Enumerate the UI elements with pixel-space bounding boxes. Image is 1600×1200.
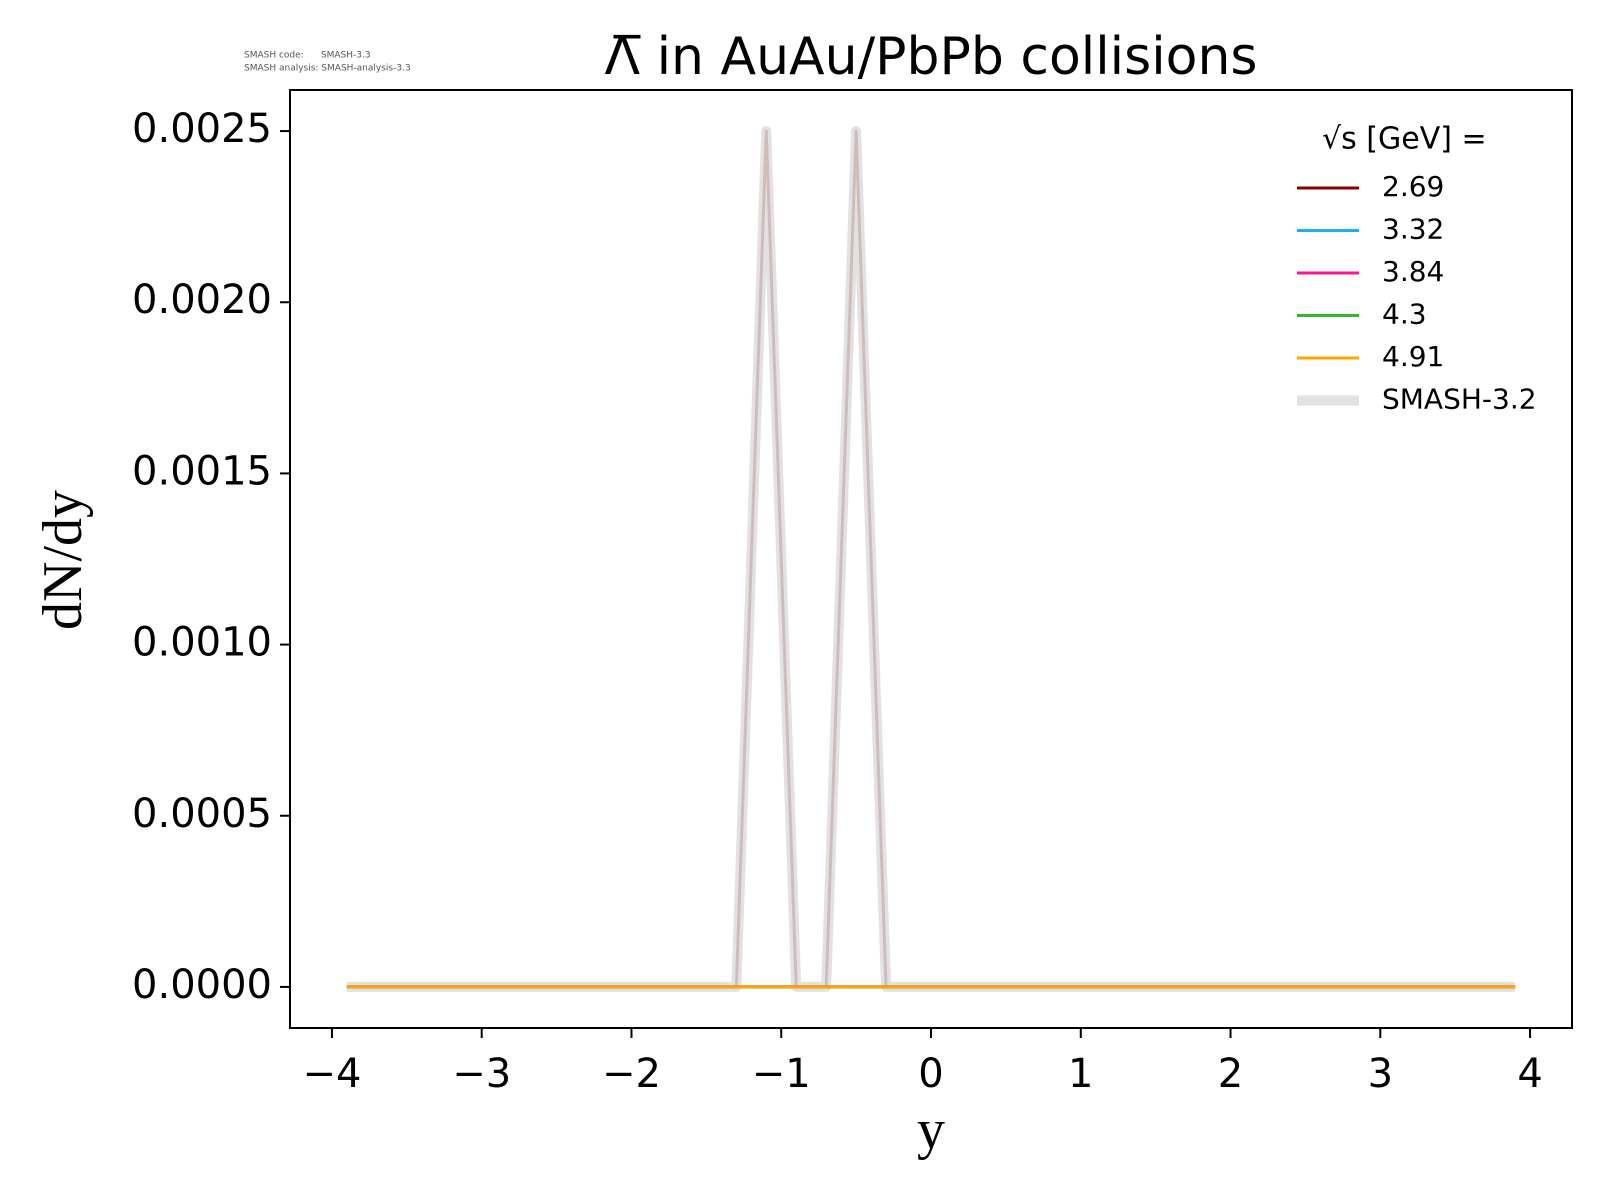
y-tick-label: 0.0010 (132, 620, 272, 666)
y-tick-label: 0.0025 (132, 106, 272, 152)
y-tick-label: 0.0005 (132, 791, 272, 837)
x-tick-label: −4 (302, 1051, 361, 1097)
legend-label: SMASH-3.2 (1382, 383, 1537, 416)
legend-label: 4.91 (1382, 340, 1444, 373)
legend-label: 3.84 (1382, 255, 1444, 288)
x-tick-label: −2 (602, 1051, 661, 1097)
x-tick-label: 3 (1368, 1051, 1393, 1097)
x-tick-label: −3 (452, 1051, 511, 1097)
legend-title: √s [GeV] = (1322, 122, 1487, 157)
series-line (346, 126, 1516, 992)
legend-label: 2.69 (1382, 170, 1444, 203)
annotation: SMASH analysis: SMASH-analysis-3.3 (244, 64, 411, 74)
y-tick-label: 0.0000 (132, 962, 272, 1008)
x-tick-label: 0 (918, 1051, 943, 1097)
x-tick-label: 1 (1068, 1051, 1093, 1097)
x-tick-label: −1 (752, 1051, 811, 1097)
y-tick-label: 0.0020 (132, 277, 272, 323)
x-tick-label: 4 (1517, 1051, 1542, 1097)
plot-frame (289, 89, 1573, 1029)
annotation: SMASH code: SMASH-3.3 (244, 51, 371, 61)
series-line (346, 129, 1516, 989)
legend-label: 3.32 (1382, 213, 1444, 246)
x-tick-label: 2 (1218, 1051, 1243, 1097)
x-axis-label: y (917, 1099, 945, 1161)
y-tick-label: 0.0015 (132, 448, 272, 494)
chart-title: Λ̅ in AuAu/PbPb collisions (604, 27, 1257, 87)
legend-label: 4.3 (1382, 298, 1427, 331)
y-axis-label: dN/dy (32, 490, 94, 630)
